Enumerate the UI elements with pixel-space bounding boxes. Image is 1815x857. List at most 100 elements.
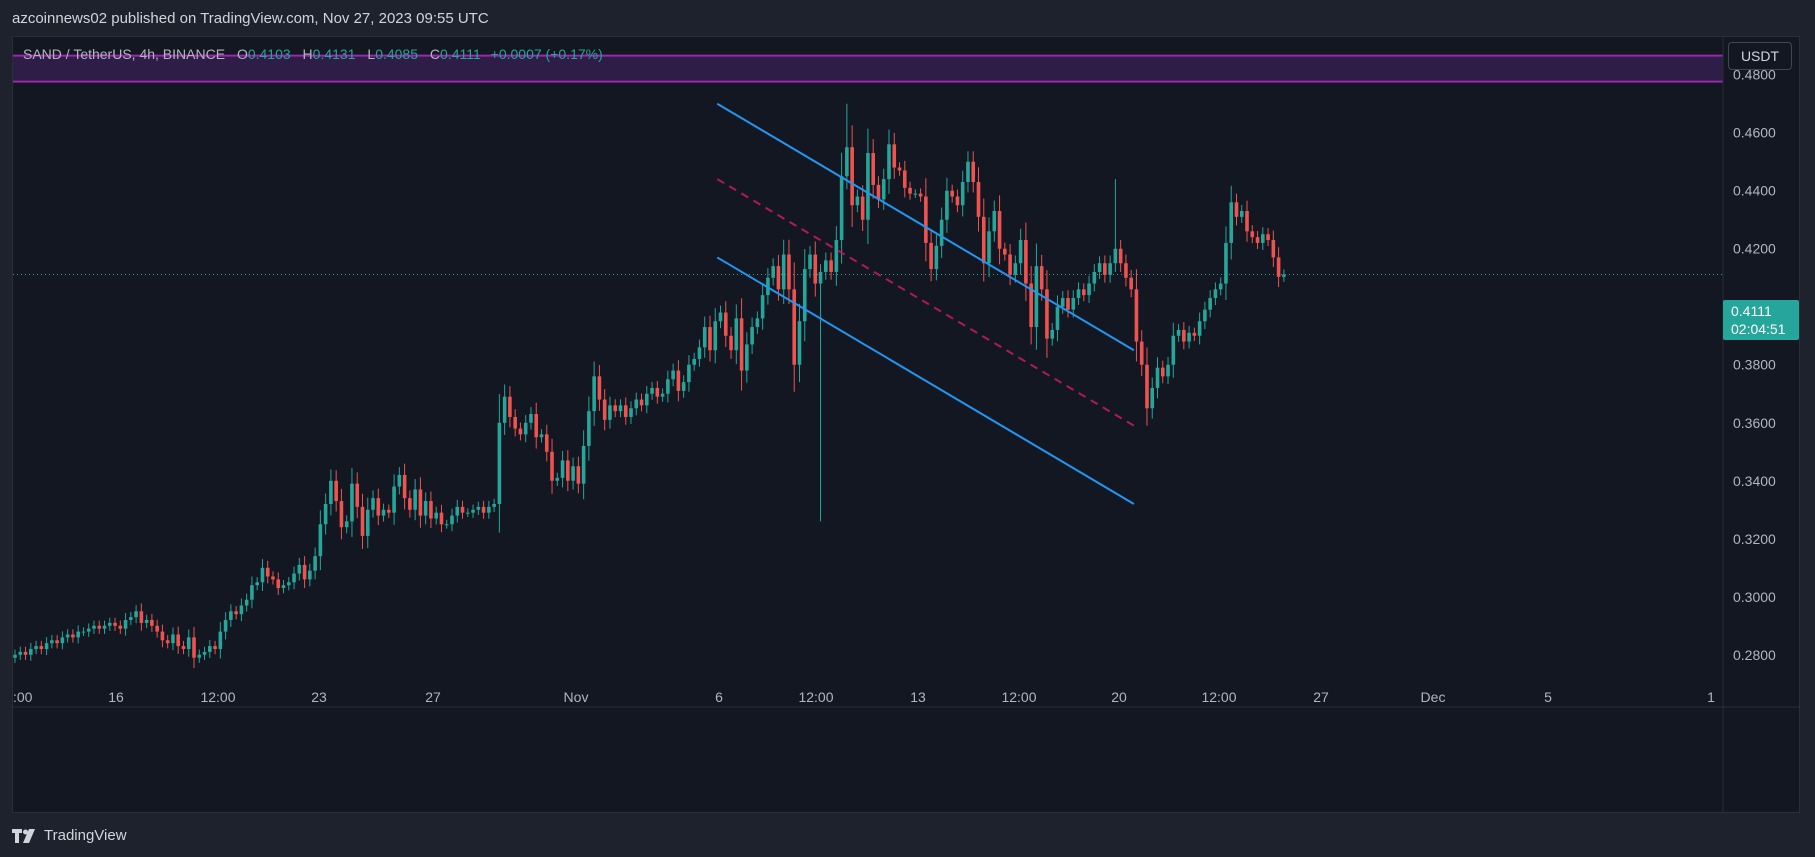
candle-body (1213, 289, 1218, 299)
candle-body (476, 506, 481, 510)
candle-body (13, 654, 17, 658)
symbol-title[interactable]: SAND / TetherUS, 4h, BINANCE (23, 46, 226, 62)
candle-body (481, 506, 486, 513)
candle-body (713, 321, 718, 351)
candle-body (292, 573, 296, 583)
candle-body (23, 651, 28, 655)
candle-body (623, 405, 628, 417)
candle-body (945, 190, 949, 220)
candle-body (1266, 234, 1270, 241)
candle-body (323, 503, 328, 525)
candle-body (902, 170, 907, 188)
candle-body (28, 648, 33, 655)
candle-body (413, 489, 417, 510)
last-price-value: 0.4111 (1731, 303, 1772, 319)
price-tick-label: 0.4800 (1733, 67, 1776, 83)
candle-body (913, 193, 918, 195)
candle-body (134, 611, 138, 618)
candle-body (529, 414, 533, 423)
publish-header: azcoinnews02 published on TradingView.co… (0, 0, 1815, 36)
candle-body (981, 216, 986, 264)
currency-button[interactable]: USDT (1728, 42, 1792, 70)
price-tick-label: 0.3600 (1733, 415, 1776, 431)
close-value: 0.4111 (440, 46, 481, 62)
candle-body (639, 399, 644, 406)
candle-body (813, 254, 818, 284)
candle-body (165, 640, 170, 644)
candle-body (360, 506, 365, 536)
candle-body (271, 576, 275, 580)
candle-body (113, 622, 117, 626)
candle-body (1182, 329, 1186, 342)
tradingview-logo-icon (12, 828, 35, 843)
candle-body (1124, 263, 1128, 278)
open-label: O (236, 46, 248, 62)
candle-body (355, 483, 360, 507)
candle-body (1113, 248, 1118, 264)
candle-body (708, 327, 712, 351)
candle-body (197, 654, 202, 658)
candle-body (34, 646, 38, 649)
candle-body (739, 318, 744, 371)
candle-body (381, 509, 386, 516)
candle-body (329, 480, 333, 504)
candle-body (250, 585, 254, 600)
candle-body (781, 254, 786, 290)
candle-body (755, 318, 760, 328)
candle-body (376, 498, 381, 516)
candle-body (1034, 266, 1039, 328)
candle-body (608, 405, 612, 420)
time-tick-label: 16 (108, 689, 124, 705)
resistance-zone (13, 55, 1723, 82)
candle-body (534, 414, 539, 438)
candle-body (1176, 329, 1181, 336)
candle-body (65, 634, 70, 638)
candle-body (729, 335, 733, 351)
candle-body (1139, 341, 1144, 365)
candle-body (592, 376, 596, 412)
candle-body (213, 646, 217, 649)
candle-body (429, 501, 433, 519)
candle-body (723, 312, 728, 336)
candle-body (444, 524, 449, 526)
candle-body (566, 460, 570, 481)
price-tick-label: 0.3400 (1733, 473, 1776, 489)
candle-body (855, 196, 860, 206)
tradingview-brand[interactable]: TradingView (12, 827, 127, 844)
channel-mid-line (716, 178, 1135, 427)
candlestick-chart[interactable]: 0.2800 0.3000 0.3200 0.3400 0.3600 0.3800 0.40… (13, 37, 1800, 813)
high-value: 0.4131 (312, 46, 356, 62)
time-tick-label: Nov (564, 689, 589, 705)
candle-body (824, 260, 828, 272)
candle-body (302, 564, 307, 580)
candle-body (202, 651, 207, 655)
candle-body (60, 637, 65, 644)
chart-pane[interactable]: 0.2800 0.3000 0.3200 0.3400 0.3600 0.3800 0.40… (12, 36, 1800, 813)
candle-body (107, 622, 112, 626)
candle-body (192, 637, 196, 658)
candle-body (234, 611, 238, 615)
close-label: C (429, 46, 441, 62)
time-tick-label: 20 (1111, 689, 1127, 705)
candle-body (123, 619, 128, 629)
candle-body (102, 625, 107, 629)
candle-body (239, 605, 244, 615)
candle-body (929, 242, 933, 270)
candle-body (997, 211, 1002, 249)
candle-body (229, 611, 233, 620)
candle-body (908, 187, 912, 194)
candle-body (286, 582, 291, 586)
candle-body (829, 260, 833, 272)
candle-body (971, 161, 976, 183)
candle-body (308, 570, 312, 580)
candle-body (676, 370, 681, 391)
price-tick-label: 0.4400 (1733, 183, 1776, 199)
candle-body (1060, 298, 1065, 307)
candle-body (771, 266, 775, 278)
candle-body (1013, 263, 1018, 275)
candle-body (787, 254, 791, 290)
candle-body (966, 161, 970, 183)
candle-body (523, 422, 528, 435)
candle-body (450, 515, 454, 525)
candle-body (1055, 306, 1060, 330)
